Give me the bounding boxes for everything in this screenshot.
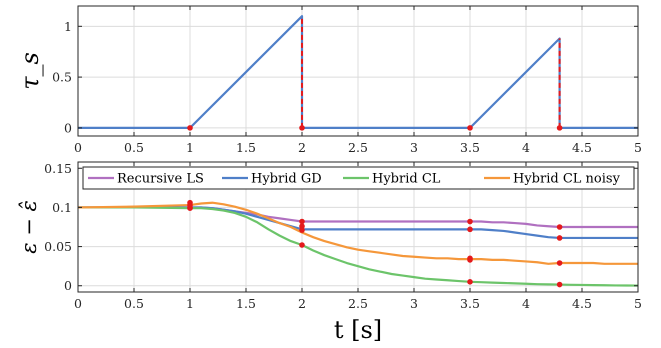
error-xtick-label: 5 (634, 296, 642, 311)
tau-xtick-label: 0.5 (124, 140, 144, 155)
error-panel: 0 0.5 1 1.5 2 2.5 3 3.5 4 4.5 5 0 0.05 0.1 0.15 Recurs… (17, 161, 642, 344)
legend-item: Recursive LS (88, 172, 204, 187)
error-ytick-label: 0 (64, 278, 72, 293)
legend: Recursive LS Hybrid GD Hybrid CL Hybrid CL … (82, 166, 635, 190)
error-jump-marker (299, 223, 305, 230)
tau-ticks: 0 0.5 1 1.5 2 2.5 3 3.5 4 4.5 5 0 0.5 1 (52, 6, 642, 155)
error-jump-marker (556, 281, 563, 288)
tau-markers (187, 125, 563, 131)
error-jump-marker (467, 279, 473, 285)
tau-ylabel: τ_s (16, 52, 44, 90)
error-xtick-label: 1 (186, 296, 194, 311)
error-jump-marker (556, 224, 563, 230)
tau-jump-marker (187, 125, 193, 131)
tau-xtick-label: 3.5 (460, 140, 480, 155)
error-jump-marker (467, 226, 473, 233)
tau-xtick-label: 1.5 (236, 140, 256, 155)
error-ytick-label: 0.05 (44, 239, 72, 254)
error-jump-marker (467, 257, 473, 263)
error-jump-marker (467, 218, 473, 225)
tau-jump-marker (467, 125, 473, 131)
tau-xtick-label: 3 (410, 140, 418, 155)
tau-xtick-label: 4 (522, 140, 530, 155)
legend-item: Hybrid CL noisy (484, 172, 621, 187)
error-xtick-label: 3.5 (460, 296, 480, 311)
error-xtick-label: 4.5 (572, 296, 592, 311)
error-ytick-label: 0.1 (52, 200, 72, 215)
error-xtick-label: 4 (522, 296, 530, 311)
tau-ytick-label: 1 (64, 19, 72, 34)
legend-label: Hybrid GD (251, 172, 322, 187)
tau-jump-marker (556, 125, 563, 131)
error-jump-marker (299, 218, 305, 225)
error-jump-marker (299, 242, 305, 248)
error-xtick-label: 1.5 (236, 296, 256, 311)
error-xtick-label: 2 (298, 296, 306, 311)
error-jump-marker (299, 227, 305, 233)
error-xtick-label: 3 (410, 296, 418, 311)
tau-jump-marker (299, 125, 305, 131)
tau-xtick-label: 4.5 (572, 140, 592, 155)
legend-label: Hybrid CL (372, 172, 441, 187)
error-ytick-label: 0.15 (44, 161, 72, 176)
legend-label: Hybrid CL noisy (513, 172, 621, 187)
error-markers (187, 199, 563, 288)
tau-ytick-label: 0 (64, 120, 72, 135)
legend-item: Hybrid GD (222, 172, 322, 187)
tau-series (78, 15, 638, 129)
tau-xtick-label: 2.5 (348, 140, 368, 155)
error-xtick-label: 0.5 (124, 296, 144, 311)
tau-xtick-label: 0 (74, 140, 82, 155)
error-jump-marker (556, 260, 563, 266)
legend-label: Recursive LS (117, 172, 204, 187)
tau-xtick-label: 2 (298, 140, 306, 155)
error-jump-marker (556, 235, 563, 241)
error-xtick-label: 0 (74, 296, 82, 311)
error-jump-marker (187, 199, 193, 206)
tau-ytick-label: 0.5 (52, 70, 72, 85)
error-xtick-label: 2.5 (348, 296, 368, 311)
tau-xtick-label: 5 (634, 140, 642, 155)
error-ticks: 0 0.5 1 1.5 2 2.5 3 3.5 4 4.5 5 0 0.05 0.1 0.15 (44, 161, 642, 311)
tau-panel: 0 0.5 1 1.5 2 2.5 3 3.5 4 4.5 5 0 0.5 1 τ_s (16, 5, 642, 155)
error-ylabel: ε − ε̂ (17, 200, 41, 253)
legend-item: Hybrid CL (343, 172, 441, 187)
error-xlabel: t [s] (334, 316, 382, 344)
tau-series-line-0 (78, 15, 638, 129)
tau-xtick-label: 1 (186, 140, 194, 155)
